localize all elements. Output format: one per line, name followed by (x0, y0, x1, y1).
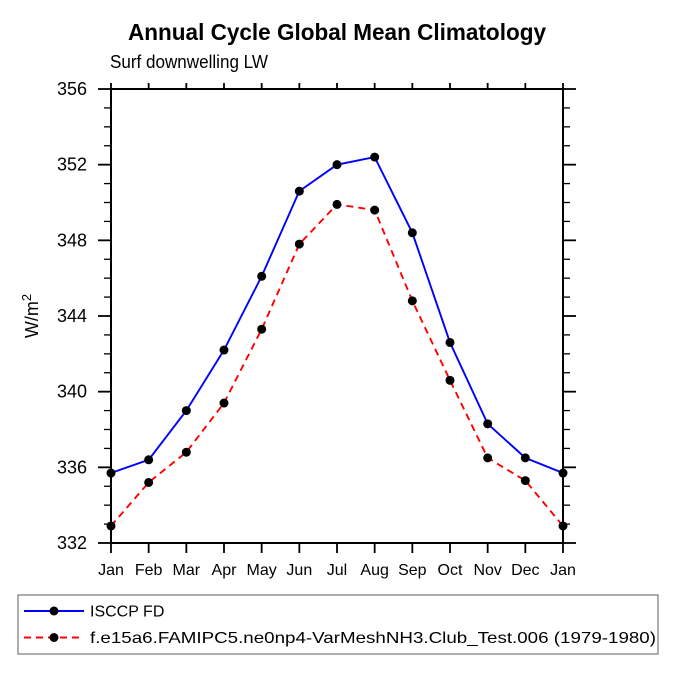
x-tick-label: Jan (98, 562, 124, 579)
data-point-marker (483, 419, 493, 429)
data-point-marker (106, 521, 116, 531)
data-point-marker (332, 199, 342, 209)
data-point-marker (407, 296, 417, 306)
data-point-marker (483, 453, 493, 463)
data-point-marker (181, 447, 191, 457)
y-tick-label: 344 (57, 306, 87, 326)
x-tick-label: Jul (327, 562, 347, 579)
data-point-marker (181, 406, 191, 416)
data-point-marker (294, 186, 304, 196)
legend-box (17, 594, 659, 655)
data-point-marker (558, 468, 568, 478)
data-point-marker (407, 228, 417, 238)
plot-frame (110, 88, 564, 544)
data-point-marker (106, 468, 116, 478)
series-line-1 (110, 203, 564, 527)
legend-marker (49, 606, 59, 616)
data-point-marker (257, 324, 267, 334)
data-point-marker (445, 375, 455, 385)
data-point-marker (144, 477, 154, 487)
x-tick-label: Jun (286, 562, 312, 579)
y-tick-label: 356 (57, 79, 87, 99)
x-tick-label: Nov (473, 562, 501, 579)
data-point-marker (558, 521, 568, 531)
x-tick-label: Jan (550, 562, 576, 579)
y-tick-label: 336 (57, 457, 87, 477)
x-tick-label: Mar (173, 562, 201, 579)
chart-subtitle: Surf downwelling LW (110, 52, 268, 72)
data-point-marker (144, 455, 154, 465)
y-tick-label: 340 (57, 382, 87, 402)
chart-title: Annual Cycle Global Mean Climatology (128, 19, 546, 45)
y-tick-label: 348 (57, 230, 87, 250)
data-point-marker (332, 160, 342, 170)
legend-label: ISCCP FD (90, 604, 164, 621)
y-axis-label: W/m2 (19, 294, 42, 338)
data-point-marker (257, 271, 267, 281)
legend-marker (49, 633, 59, 642)
x-tick-label: May (247, 562, 277, 579)
data-point-marker (520, 476, 530, 486)
data-point-marker (219, 398, 229, 408)
x-tick-label: Feb (135, 562, 163, 579)
x-tick-label: Dec (511, 562, 539, 579)
data-point-marker (520, 453, 530, 463)
y-tick-label: 332 (57, 533, 87, 553)
x-tick-label: Apr (212, 562, 238, 579)
x-tick-label: Oct (438, 562, 463, 579)
x-tick-label: Sep (398, 562, 427, 579)
data-point-marker (370, 205, 380, 215)
data-point-marker (294, 239, 304, 249)
data-point-marker (370, 152, 380, 162)
x-tick-label: Aug (360, 562, 388, 579)
data-point-marker (219, 345, 229, 355)
legend-label: f.e15a6.FAMIPC5.ne0np4-VarMeshNH3.Club_T… (90, 630, 656, 647)
y-tick-label: 352 (57, 155, 87, 175)
data-point-marker (445, 337, 455, 347)
